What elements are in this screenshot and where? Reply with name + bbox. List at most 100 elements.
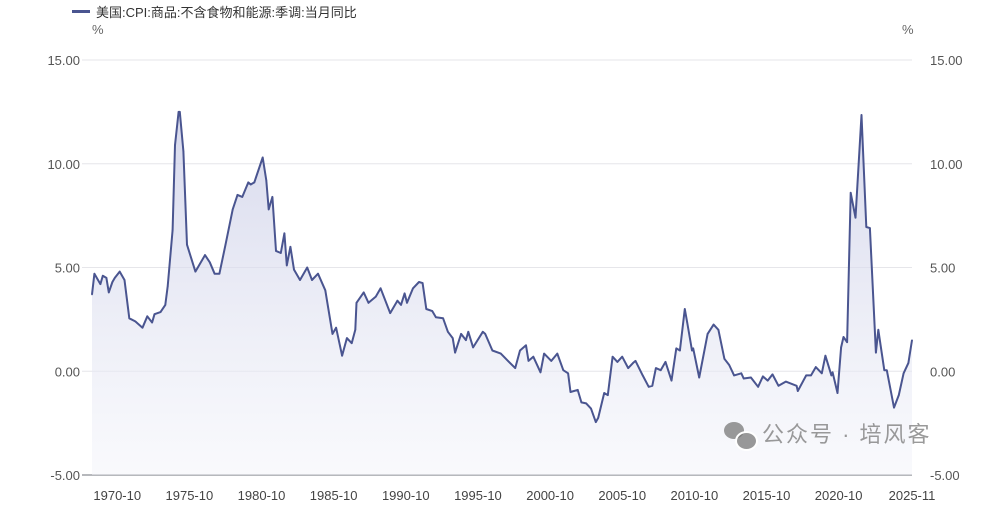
data-point (491, 349, 494, 352)
data-point (123, 279, 126, 281)
y-tick-label-left: 0.00 (55, 364, 80, 379)
series-area (92, 111, 912, 476)
y-tick-label-right: 15.00 (930, 53, 963, 68)
data-point (831, 371, 834, 374)
x-tick-label: 1985-10 (310, 488, 358, 503)
data-point (134, 320, 137, 323)
data-point (421, 282, 424, 284)
x-tick-label: 1975-10 (166, 488, 214, 503)
data-point (795, 384, 798, 387)
data-point (698, 376, 700, 379)
data-point (771, 373, 774, 376)
data-point (594, 421, 597, 423)
data-point (311, 279, 313, 281)
data-point (177, 111, 180, 113)
data-point (616, 361, 619, 363)
data-point (634, 360, 637, 362)
data-point (712, 323, 715, 326)
data-point (840, 346, 842, 349)
y-tick-label-left: 10.00 (47, 157, 80, 172)
right-axis-unit: % (902, 22, 914, 37)
data-point (525, 344, 527, 347)
data-point (435, 316, 437, 319)
data-point (647, 386, 650, 388)
data-point (146, 315, 149, 318)
data-point (836, 392, 839, 394)
data-point (166, 285, 169, 287)
legend-label: 美国:CPI:商品:不含食物和能源:季调:当月同比 (96, 5, 357, 20)
data-point (897, 394, 900, 396)
data-point (777, 384, 780, 387)
data-point (431, 310, 434, 312)
data-point (346, 337, 348, 339)
data-point (379, 287, 382, 290)
data-point (750, 376, 752, 379)
data-point (742, 377, 745, 380)
data-point (253, 181, 256, 184)
data-point (846, 341, 848, 344)
data-point (692, 347, 694, 350)
data-point (460, 333, 462, 335)
data-point (374, 295, 377, 298)
data-point (105, 277, 108, 279)
data-point (885, 369, 888, 372)
data-point (265, 179, 268, 182)
legend[interactable]: 美国:CPI:商品:不含食物和能源:季调:当月同比 (72, 2, 357, 21)
data-point (762, 375, 764, 378)
y-tick-label-left: 5.00 (55, 261, 80, 276)
data-point (723, 358, 726, 360)
y-tick-label-right: 5.00 (930, 261, 955, 276)
data-point (675, 347, 678, 350)
data-point (567, 372, 569, 375)
data-point (182, 150, 185, 153)
data-point (766, 379, 769, 382)
y-tick-label-right: 0.00 (930, 364, 955, 379)
data-point (902, 372, 905, 375)
series-line (91, 110, 913, 424)
data-point (683, 308, 686, 310)
data-point (447, 331, 449, 333)
data-point (283, 232, 286, 235)
data-point (651, 384, 654, 387)
data-point (824, 354, 827, 357)
data-point (355, 301, 358, 304)
data-point (91, 293, 93, 296)
data-point (607, 394, 609, 396)
wechat-icon (724, 422, 758, 451)
data-point (893, 406, 895, 409)
data-point (350, 342, 353, 345)
data-point (102, 275, 104, 277)
data-point (159, 311, 162, 313)
data-point (418, 281, 420, 283)
data-point (569, 391, 572, 393)
data-point (805, 374, 807, 377)
data-point (733, 374, 735, 377)
data-point (111, 281, 114, 283)
left-axis-unit: % (92, 22, 104, 37)
data-point (467, 331, 470, 333)
data-point (821, 372, 823, 375)
data-point (335, 326, 337, 329)
data-point (499, 352, 502, 355)
data-point (543, 352, 545, 355)
data-point (317, 272, 319, 275)
data-point (810, 374, 812, 377)
data-point (757, 386, 759, 388)
data-point (247, 181, 250, 184)
data-point (354, 328, 357, 331)
data-point (472, 346, 474, 349)
data-point (209, 261, 211, 264)
data-point (331, 333, 334, 335)
y-tick-label-left: 15.00 (47, 53, 80, 68)
data-point (367, 301, 370, 304)
data-point (883, 369, 886, 372)
data-point (118, 270, 121, 273)
data-point (590, 407, 592, 410)
data-point (442, 317, 444, 320)
data-point (539, 371, 542, 374)
data-point (465, 339, 467, 341)
data-point (299, 279, 301, 281)
data-point (362, 291, 365, 294)
data-point (484, 333, 486, 335)
